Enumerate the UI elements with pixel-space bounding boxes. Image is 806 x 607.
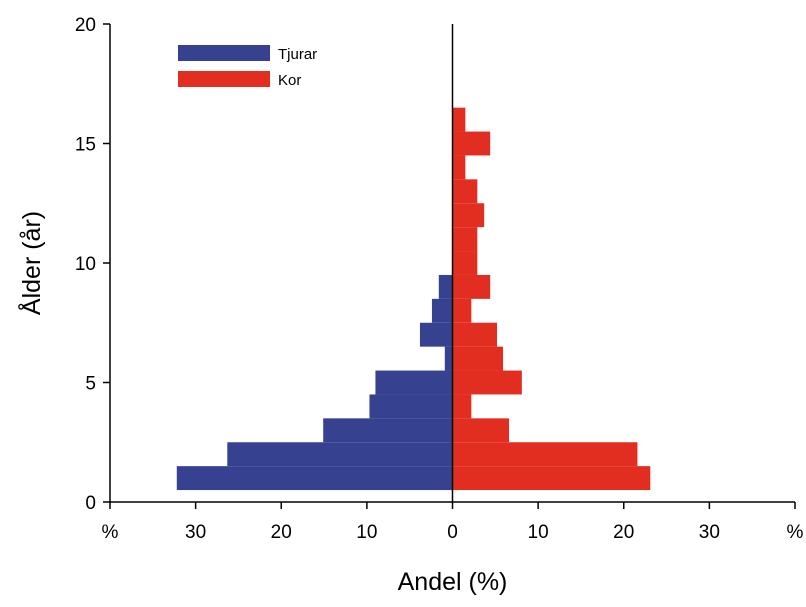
bar-kor-age-7 bbox=[452, 322, 498, 347]
y-tick-label-5: 5 bbox=[85, 374, 96, 395]
bar-kor-age-2 bbox=[452, 442, 638, 467]
x-tick-label-4: 0 bbox=[447, 522, 458, 543]
ticks-layer: 0 5 10 15 20% 30 20 10 0 10 20 30% bbox=[75, 15, 804, 543]
legend-label-kor: Kor bbox=[278, 72, 301, 89]
bar-tjurar-age-2 bbox=[227, 442, 453, 467]
bar-tjurar-age-8 bbox=[431, 298, 453, 323]
legend-label-tjurar: Tjurar bbox=[278, 46, 317, 63]
bar-tjurar-age-1 bbox=[176, 466, 453, 491]
bar-tjurar-age-3 bbox=[323, 418, 453, 443]
bar-kor-age-10 bbox=[452, 251, 478, 275]
bar-kor-age-11 bbox=[452, 227, 478, 252]
bars-layer bbox=[176, 107, 651, 491]
bar-kor-age-3 bbox=[452, 418, 510, 443]
y-tick-label-15: 15 bbox=[75, 135, 96, 156]
legend-swatch-kor bbox=[178, 71, 270, 87]
bar-tjurar-age-7 bbox=[419, 322, 453, 347]
bar-kor-age-1 bbox=[452, 466, 651, 491]
x-tick-label-0: % bbox=[102, 522, 119, 543]
bar-tjurar-age-5 bbox=[375, 370, 453, 395]
x-tick-label-7: 30 bbox=[699, 522, 720, 543]
bar-tjurar-age-9 bbox=[438, 274, 453, 299]
bar-kor-age-4 bbox=[452, 394, 472, 419]
y-axis-title: Ålder (år) bbox=[16, 211, 46, 315]
x-axis-title: Andel (%) bbox=[398, 568, 508, 596]
x-tick-label-6: 20 bbox=[613, 522, 634, 543]
legend-swatch-tjurar bbox=[178, 45, 270, 61]
bar-kor-age-16 bbox=[452, 107, 466, 132]
x-tick-label-3: 10 bbox=[356, 522, 377, 543]
bar-kor-age-12 bbox=[452, 203, 485, 228]
bar-kor-age-9 bbox=[452, 274, 491, 299]
bar-kor-age-8 bbox=[452, 298, 472, 323]
bar-kor-age-13 bbox=[452, 179, 478, 204]
y-tick-label-10: 10 bbox=[75, 254, 96, 275]
legend: Tjurar Kor bbox=[178, 45, 317, 89]
bar-tjurar-age-4 bbox=[369, 394, 453, 419]
y-tick-label-20: 20 bbox=[75, 15, 96, 36]
bar-kor-age-6 bbox=[452, 346, 504, 371]
x-tick-label-2: 20 bbox=[271, 522, 292, 543]
bar-kor-age-5 bbox=[452, 370, 522, 395]
bar-tjurar-age-6 bbox=[444, 346, 453, 371]
x-tick-label-1: 30 bbox=[185, 522, 206, 543]
bar-kor-age-15 bbox=[452, 131, 491, 156]
bar-kor-age-14 bbox=[452, 155, 466, 180]
x-tick-label-8: % bbox=[787, 522, 804, 543]
x-tick-label-5: 10 bbox=[528, 522, 549, 543]
y-tick-label-0: 0 bbox=[85, 493, 96, 514]
